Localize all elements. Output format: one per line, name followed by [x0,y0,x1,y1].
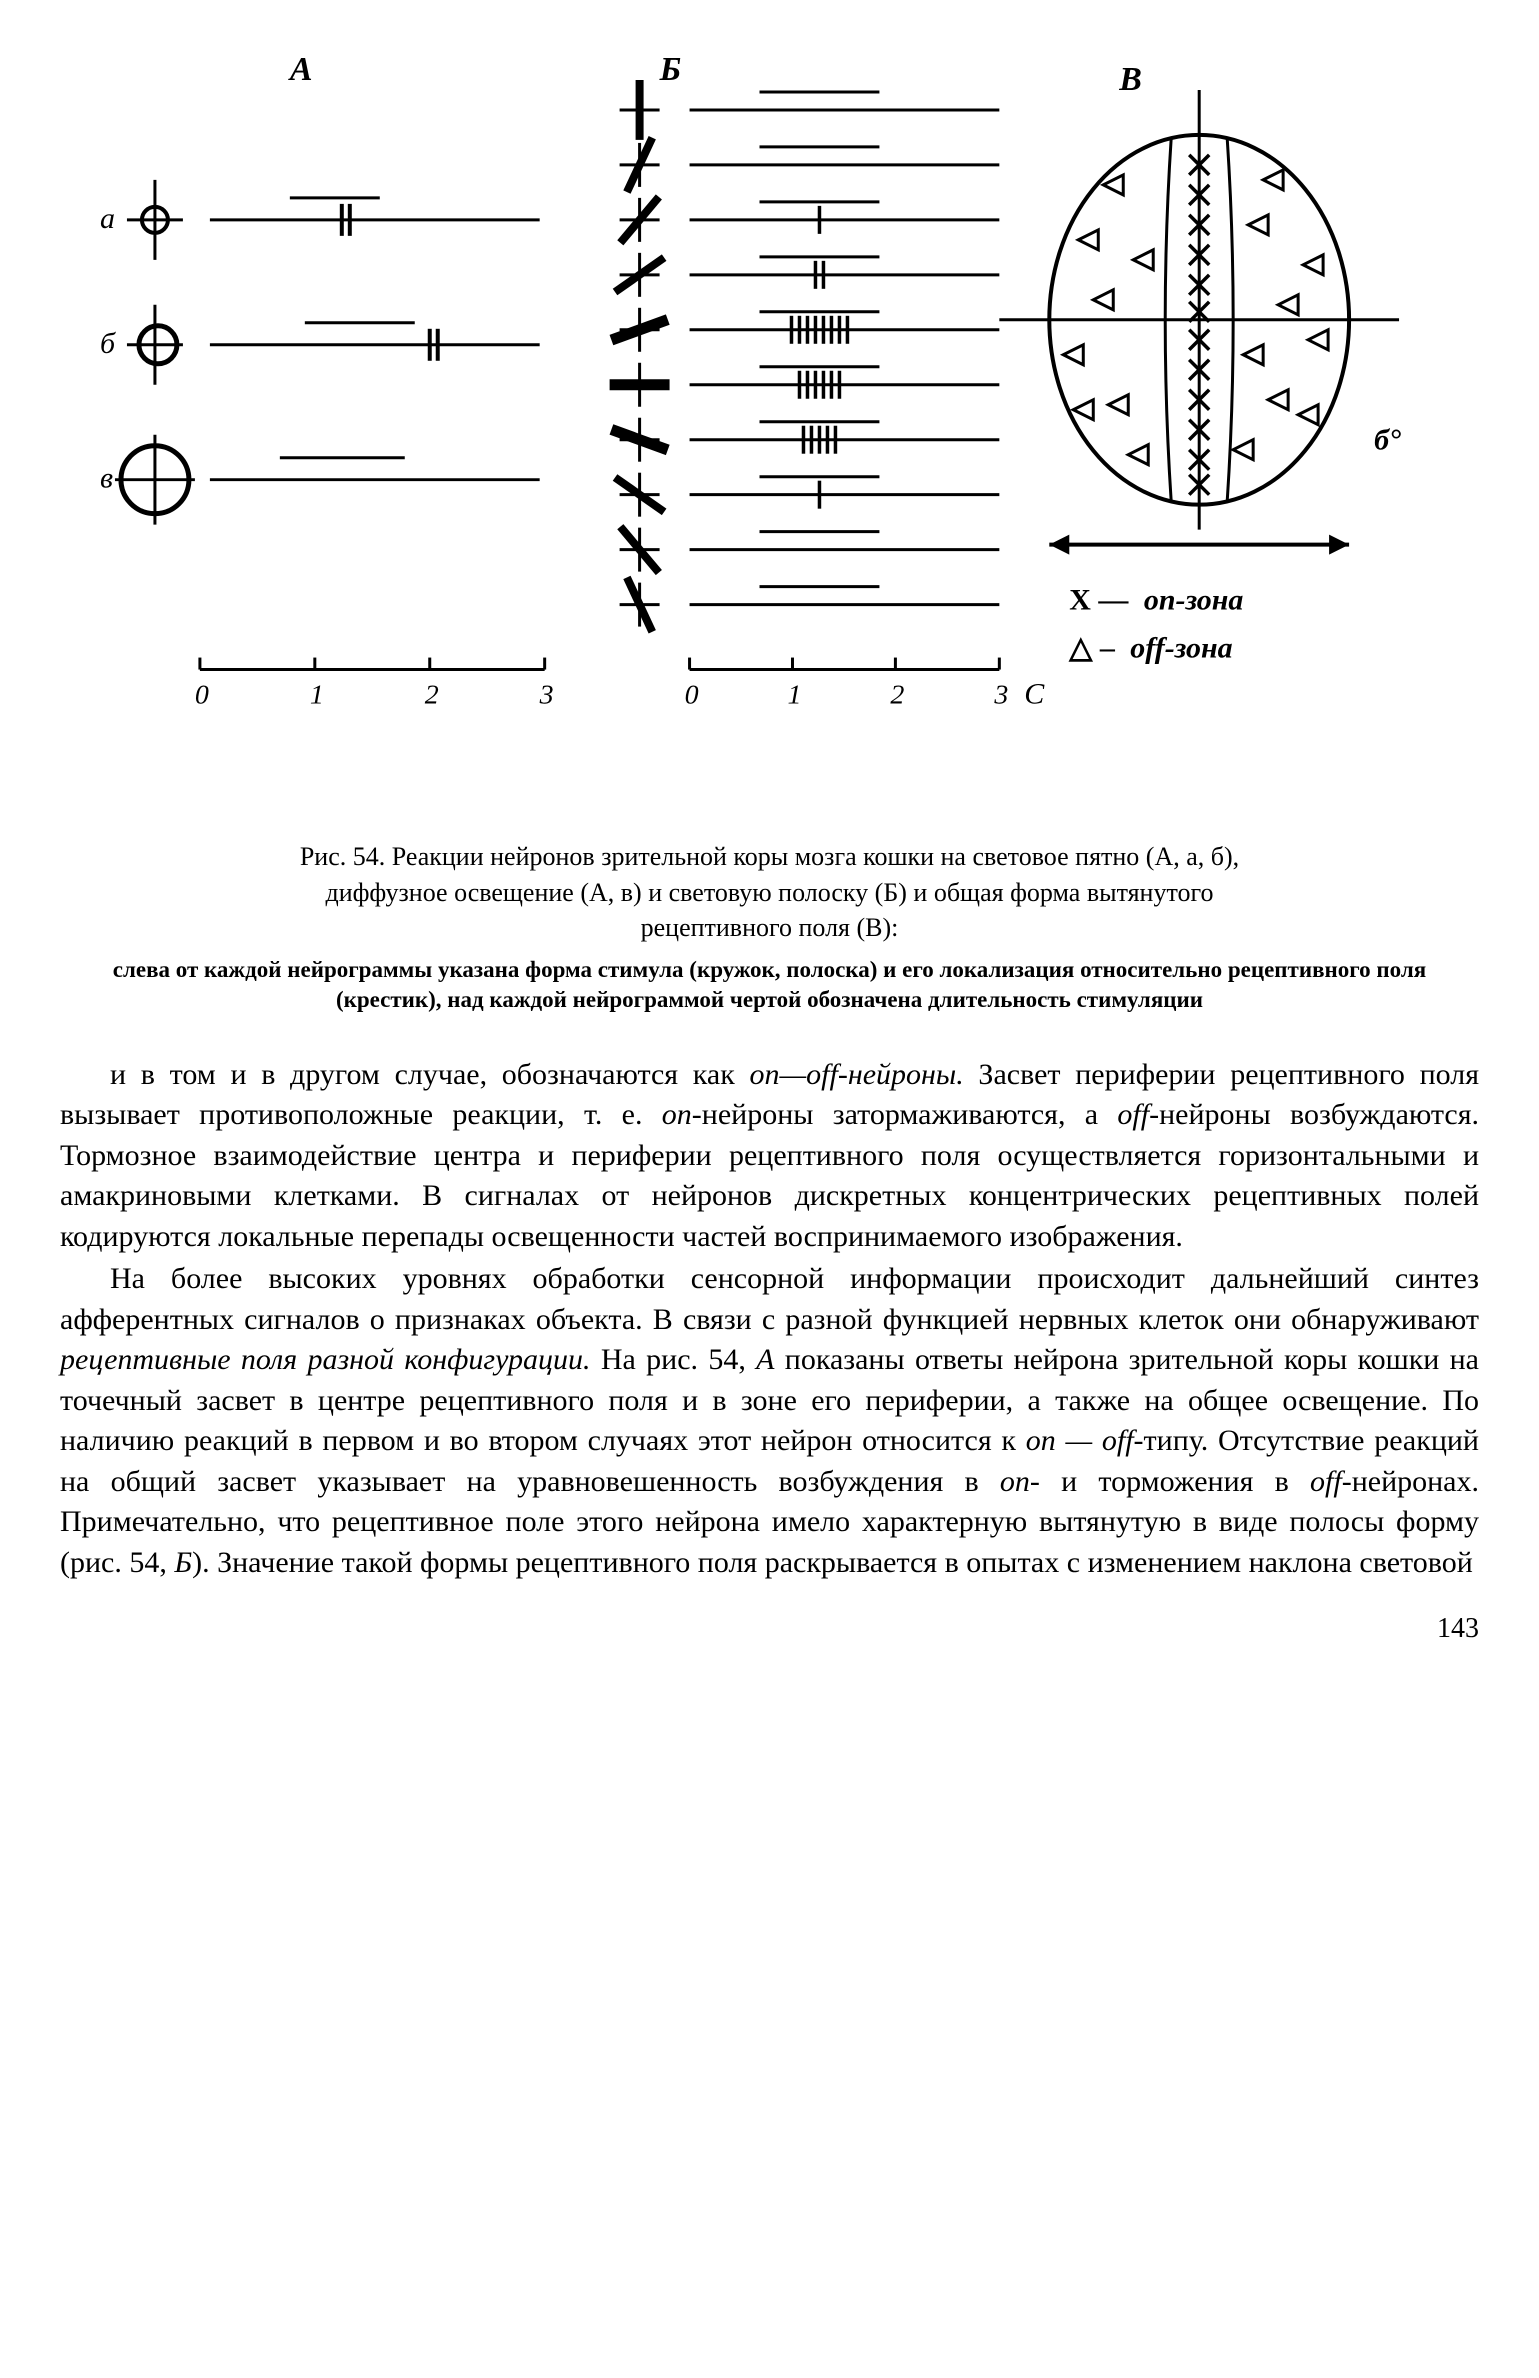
row-label-a: а [100,202,115,235]
row-a: а [100,180,540,260]
panel-A: а б [100,180,554,711]
panelB-row [620,138,1000,192]
panel-label-V: В [1118,61,1142,98]
svg-text:б°: б° [1374,424,1401,457]
figure-caption: Рис. 54. Реакции нейронов зрительной кор… [60,839,1479,944]
trace-b [210,323,540,361]
caption-line1: Рис. 54. Реакции нейронов зрительной кор… [60,839,1479,874]
panelB-row [611,308,999,352]
panelB-row [620,197,1000,243]
svg-text:1: 1 [310,680,324,711]
svg-text:2: 2 [425,680,439,711]
svg-text:△ – off-зона: △ – off-зона [1068,632,1232,665]
svg-text:3: 3 [993,680,1008,711]
axis-B: 0 1 2 3 С [685,658,1046,711]
svg-text:3: 3 [539,680,554,711]
trace-a [210,198,540,236]
svg-text:С: С [1024,678,1045,711]
row-label-v: в [100,462,113,495]
panelB-row [611,418,999,462]
figure-caption-small: слева от каждой нейрограммы указана форм… [60,955,1479,1015]
svg-text:2: 2 [890,680,904,711]
trace-v [210,458,540,480]
panel-B: 0 1 2 3 С [610,80,1046,711]
panelB-row [620,527,1000,573]
stimulus-b [127,305,183,385]
row-b: б [100,305,540,385]
paragraph-1: и в том и в другом случае, обозначаются … [60,1055,1479,1258]
svg-text:0: 0 [195,680,209,711]
axis-A: 0 1 2 3 [195,658,554,711]
stimulus-v [115,435,195,525]
figure-54: А Б В а б [60,40,1479,809]
panelB-row [620,577,1000,631]
legend: X — оп-зона △ – off-зона [1068,584,1243,665]
svg-text:0: 0 [685,680,699,711]
caption-small-line3: длительность стимуляции [928,987,1203,1012]
panelB-row [615,253,999,297]
row-label-b: б [100,327,116,360]
caption-line3: рецептивного поля (В): [60,910,1479,945]
caption-small-line1: слева от каждой нейрограммы указана форм… [113,957,1075,982]
panelB-row [615,473,999,517]
paragraph-2: На более высоких уровнях обработки сенсо… [60,1259,1479,1583]
panel-label-A: А [288,51,313,88]
body-text: и в том и в другом случае, обозначаются … [60,1055,1479,1584]
svg-text:1: 1 [787,680,801,711]
page-number: 143 [60,1613,1479,1645]
svg-text:X — оп-зона: X — оп-зона [1069,584,1243,617]
figure-svg: А Б В а б [60,40,1479,809]
rf-width-arrow [1049,535,1349,555]
panelB-row [620,80,1000,140]
row-v: в [100,435,540,525]
panelB-row [610,363,1000,407]
stimulus-a [127,180,183,260]
caption-line2: диффузное освещение (А, в) и световую по… [60,875,1479,910]
panel-label-B: Б [659,51,682,88]
panel-V: б° X — оп-зона △ – off-зона [999,90,1401,665]
